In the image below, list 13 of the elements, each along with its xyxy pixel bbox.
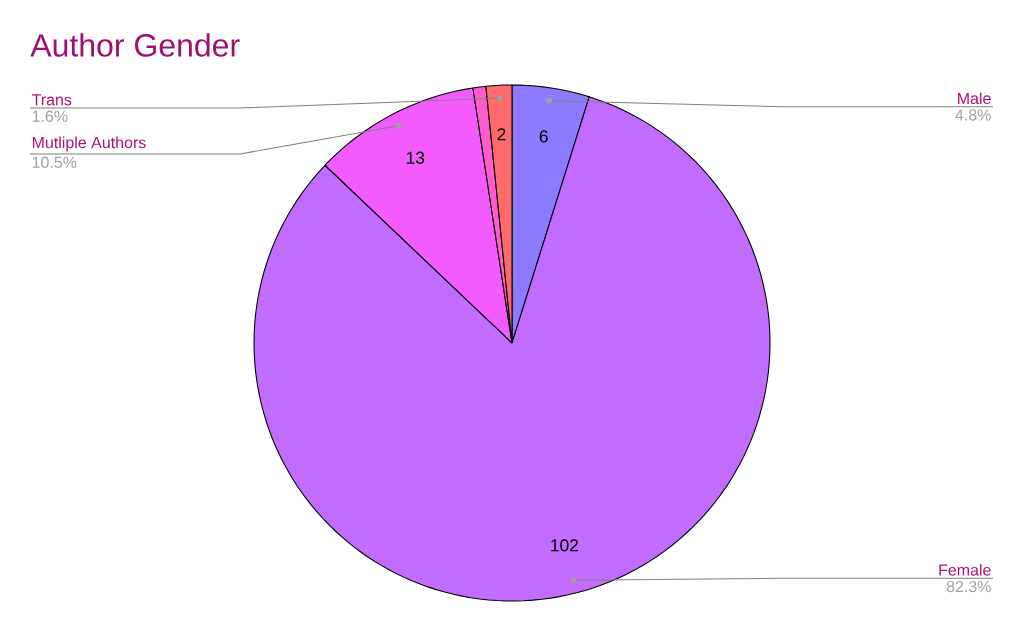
text: 82.3% — [946, 580, 991, 593]
slice-label: Mutliple Authors — [32, 136, 146, 152]
slice-label: Female — [939, 563, 991, 576]
chart-title: Author Gender — [30, 33, 240, 57]
text: 10.5% — [32, 156, 77, 168]
data-label: 6 — [539, 130, 548, 143]
slice-label: Trans — [31, 94, 72, 106]
text: 1.6% — [32, 110, 68, 122]
text: 4.8% — [955, 109, 991, 121]
data-label: 13 — [406, 151, 425, 164]
slice-label: Male — [958, 92, 991, 105]
data-label: 102 — [551, 539, 578, 552]
data-label: 2 — [497, 128, 506, 141]
